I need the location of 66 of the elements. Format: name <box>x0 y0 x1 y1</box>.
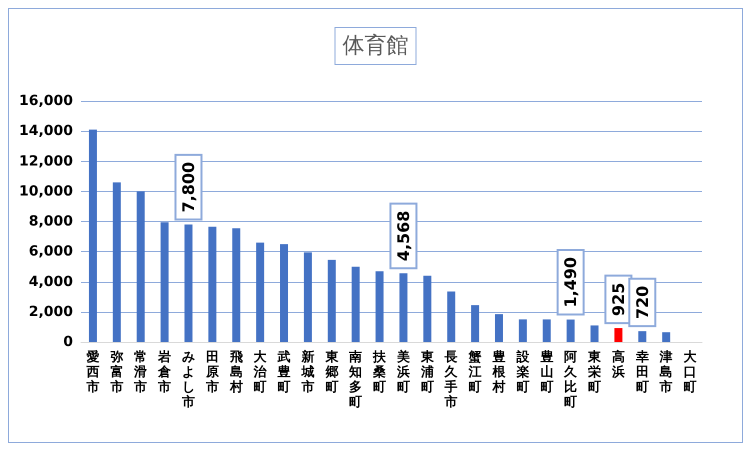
data-label: 4,568 <box>394 210 413 262</box>
x-tick-label: 飛島村 <box>228 350 243 395</box>
bar <box>447 292 456 342</box>
data-label: 7,800 <box>178 162 198 213</box>
bar <box>590 325 599 342</box>
data-label: 1,490 <box>561 256 580 308</box>
bar <box>614 328 622 342</box>
x-tick-label: 蟹江町 <box>468 350 482 395</box>
x-tick-label: 美浜町 <box>396 349 410 395</box>
x-tick-label: 豊根村 <box>491 350 506 395</box>
y-tick-label: 6,000 <box>28 244 74 260</box>
chart-title: 体育館 <box>342 32 408 58</box>
data-label: 720 <box>632 286 652 320</box>
x-tick-label: 豊山町 <box>539 350 554 395</box>
x-tick-label: 新城市 <box>300 349 314 395</box>
bar <box>256 242 264 342</box>
y-tick-label: 0 <box>63 334 74 350</box>
bar <box>376 271 384 342</box>
x-tick-label: 田原市 <box>204 350 219 395</box>
y-tick-label: 2,000 <box>28 304 74 320</box>
bar <box>88 130 97 342</box>
y-tick-label: 16,000 <box>18 93 74 109</box>
y-tick-label: 4,000 <box>28 274 74 290</box>
bar <box>638 331 646 342</box>
bar <box>423 276 432 342</box>
x-tick-label: みよし市 <box>180 350 195 410</box>
x-tick-label: 常滑市 <box>133 350 148 395</box>
x-tick-label: 岩倉市 <box>157 350 172 395</box>
y-tick-label: 14,000 <box>18 123 74 140</box>
x-tick-label: 大口町 <box>684 350 698 395</box>
x-tick-label: 南知多町 <box>348 350 362 410</box>
bar <box>208 226 216 342</box>
bar <box>232 228 240 342</box>
x-tick-label: 弥富市 <box>109 350 124 395</box>
bar <box>518 319 527 342</box>
x-tick-label: 大治町 <box>252 350 268 395</box>
y-tick-label: 12,000 <box>18 153 74 170</box>
x-tick-label: 阿久比町 <box>563 350 578 410</box>
bar <box>184 224 192 342</box>
bar <box>328 260 336 342</box>
bar <box>352 266 360 342</box>
bar <box>136 191 145 342</box>
x-tick-label: 東栄町 <box>587 350 602 395</box>
bar <box>494 314 503 342</box>
x-tick-label: 高浜 <box>610 349 625 380</box>
bar <box>280 244 288 342</box>
bar <box>112 182 121 342</box>
x-tick-label: 長久手市 <box>444 350 459 410</box>
bar <box>471 305 480 342</box>
x-tick-label: 津島市 <box>658 350 673 395</box>
y-tick-label: 8,000 <box>28 214 74 230</box>
bar <box>542 319 551 342</box>
x-tick-label: 幸田町 <box>634 350 649 395</box>
x-tick-label: 設楽町 <box>515 349 530 395</box>
x-tick-label: 武豊町 <box>276 350 291 395</box>
x-tick-label: 東浦町 <box>420 350 435 395</box>
bar <box>160 222 169 342</box>
x-tick-label: 東郷町 <box>324 350 340 395</box>
bar <box>304 252 312 342</box>
y-tick-label: 10,000 <box>18 183 74 200</box>
x-tick-label: 扶桑町 <box>372 350 388 395</box>
bar <box>662 332 670 342</box>
data-label: 925 <box>608 282 628 316</box>
x-tick-label: 愛西市 <box>85 349 100 395</box>
bar <box>399 273 408 342</box>
bar <box>566 320 575 342</box>
